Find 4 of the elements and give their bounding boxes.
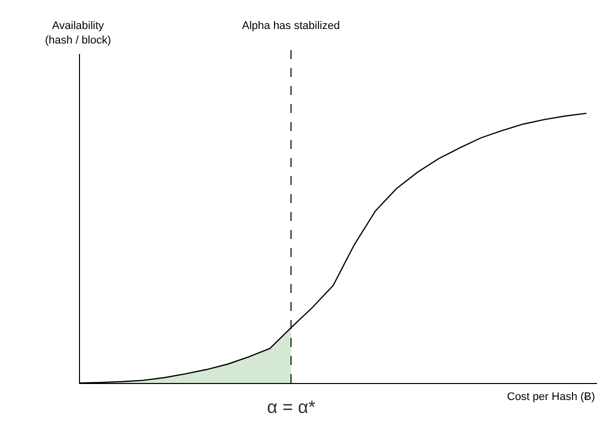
x-axis-title: Cost per Hash (Ƀ)	[507, 391, 596, 403]
text: Availability (hash / block)	[45, 20, 112, 46]
text: α = α*	[267, 397, 316, 417]
text: Alpha has stabilized	[242, 20, 340, 32]
